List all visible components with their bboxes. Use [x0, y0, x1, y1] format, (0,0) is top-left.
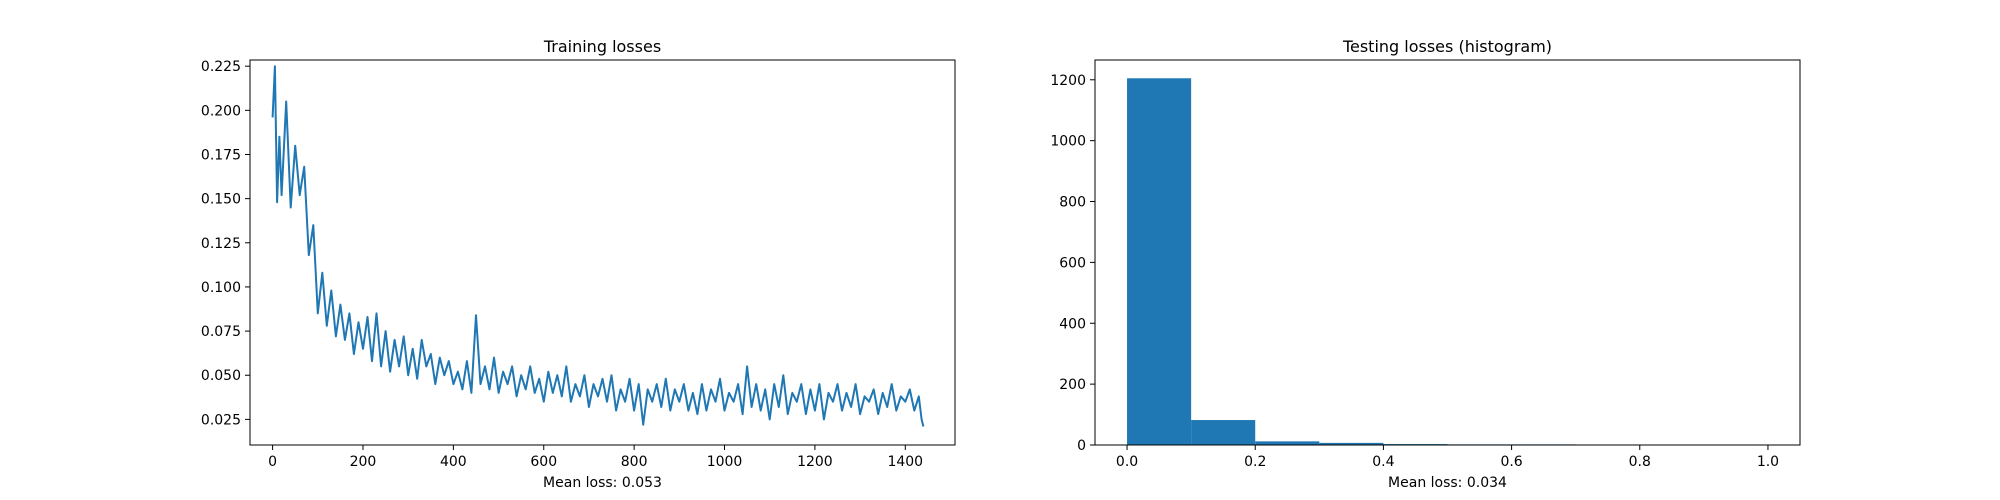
- train-x-tick-label: 800: [621, 454, 648, 470]
- testing-histogram-bars: [1127, 78, 1768, 446]
- testing-chart-title: Testing losses (histogram): [1342, 37, 1552, 56]
- test-y-tick-label: 800: [1059, 195, 1086, 211]
- testing-axes-frame: [1094, 59, 1801, 446]
- test-y-tick-label: 200: [1059, 377, 1086, 393]
- train-y-tick-label: 0.050: [201, 368, 241, 384]
- train-y-tick-label: 0.200: [201, 103, 241, 119]
- testing-x-axis: 0.0 0.2 0.4 0.6 0.8 1.0: [1116, 445, 1779, 470]
- train-x-tick-label: 200: [350, 454, 377, 470]
- histogram-bar: [1319, 442, 1384, 445]
- train-y-tick-label: 0.025: [201, 412, 241, 428]
- histogram-bar: [1127, 78, 1192, 446]
- train-x-tick-label: 1000: [707, 454, 743, 470]
- training-axes-frame: [249, 59, 956, 446]
- train-y-tick-label: 0.075: [201, 324, 241, 340]
- train-y-tick-label: 0.150: [201, 192, 241, 208]
- train-x-tick-label: 600: [530, 454, 557, 470]
- training-y-axis: 0.025 0.050 0.075 0.100 0.125 0.150 0.175 0.200…: [201, 59, 250, 428]
- train-y-tick-label: 0.175: [201, 147, 241, 163]
- test-x-tick-label: 0.2: [1244, 454, 1266, 470]
- test-y-tick-label: 0: [1077, 438, 1086, 454]
- training-loss-line: [271, 65, 925, 427]
- test-x-tick-label: 0.6: [1500, 454, 1522, 470]
- training-x-axis-label: Mean loss: 0.053: [543, 475, 662, 491]
- test-y-tick-label: 400: [1059, 316, 1086, 332]
- training-x-axis: 0 200 400 600 800 1000 1200 1400: [268, 445, 923, 470]
- train-y-tick-label: 0.100: [201, 280, 241, 296]
- train-y-tick-label: 0.225: [201, 59, 241, 75]
- train-x-tick-label: 0: [268, 454, 277, 470]
- test-x-tick-label: 0.8: [1629, 454, 1651, 470]
- testing-losses-plot: Testing losses (histogram) 0.0 0.2 0.4 0.6 0…: [1050, 37, 1801, 491]
- test-y-tick-label: 600: [1059, 255, 1086, 271]
- test-x-tick-label: 0.0: [1116, 454, 1138, 470]
- test-y-tick-label: 1200: [1050, 73, 1086, 89]
- training-loss-series: [271, 65, 925, 427]
- test-x-tick-label: 0.4: [1372, 454, 1394, 470]
- train-x-tick-label: 1200: [797, 454, 833, 470]
- test-x-tick-label: 1.0: [1757, 454, 1779, 470]
- training-chart-title: Training losses: [543, 37, 661, 56]
- train-y-tick-label: 0.125: [201, 236, 241, 252]
- histogram-bar: [1255, 441, 1320, 445]
- test-y-tick-label: 1000: [1050, 134, 1086, 150]
- train-x-tick-label: 1400: [887, 454, 923, 470]
- train-x-tick-label: 400: [440, 454, 467, 470]
- testing-y-axis: 0 200 400 600 800 1000 1200: [1050, 73, 1095, 454]
- histogram-bar: [1191, 420, 1256, 445]
- training-losses-plot: Training losses 0 200 400 600 800 1000 1200 140…: [201, 37, 956, 491]
- testing-x-axis-label: Mean loss: 0.034: [1388, 475, 1507, 491]
